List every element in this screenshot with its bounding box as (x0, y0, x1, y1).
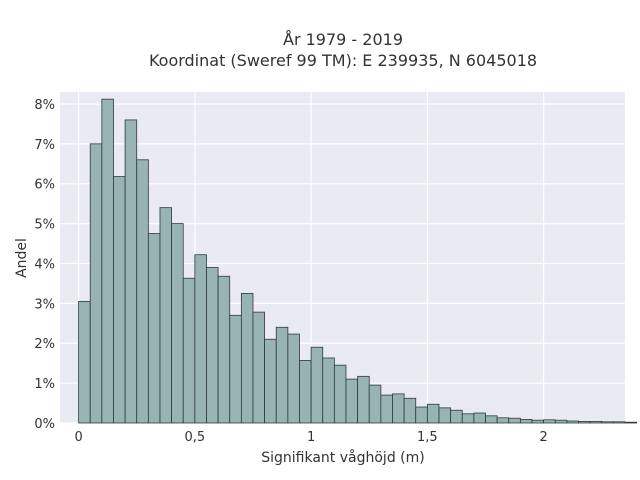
histogram-bar (252, 311, 266, 424)
histogram-bar (89, 143, 103, 424)
histogram-bar (461, 413, 475, 424)
histogram-bar (508, 417, 521, 424)
y-tick-label: 0% (34, 417, 55, 432)
histogram-bar (240, 292, 254, 424)
y-tick-label: 6% (34, 178, 55, 193)
histogram-bar (217, 275, 231, 424)
histogram-bar (78, 300, 91, 424)
x-tick-label: 0 (74, 430, 82, 445)
histogram-bar (368, 384, 382, 424)
histogram-bar (182, 277, 196, 424)
histogram-bar (357, 375, 370, 424)
x-tick-labels: 0 0,5 1 1,5 2 (74, 430, 547, 445)
histogram-bar (624, 421, 638, 424)
histogram-bar (159, 207, 173, 424)
chart-title-line1: År 1979 - 2019 (283, 30, 403, 49)
histogram-bar (485, 415, 498, 424)
histogram-bar (473, 412, 486, 424)
histogram-bar (415, 406, 428, 424)
histogram-bar (171, 223, 184, 424)
histogram-bar (194, 254, 207, 424)
histogram-bar (345, 378, 359, 424)
y-tick-label: 8% (34, 98, 55, 113)
histogram-bar (496, 417, 510, 424)
histogram-bar (299, 359, 312, 424)
histogram-bar (554, 419, 568, 424)
histogram-bar (275, 326, 289, 424)
histogram-bar (601, 421, 614, 424)
y-tick-label: 2% (34, 337, 55, 352)
y-tick-labels: 0% 1% 2% 3% 4% 5% 6% 7% 8% (34, 98, 55, 432)
histogram-bar (519, 419, 533, 424)
histogram-bar (450, 409, 463, 424)
histogram-bar (531, 419, 545, 424)
histogram-bar (612, 421, 626, 424)
y-tick-label: 1% (34, 377, 55, 392)
histogram-bar (229, 314, 242, 424)
y-tick-label: 3% (34, 297, 55, 312)
y-axis-label: Andel (14, 238, 30, 278)
histogram-bar (113, 176, 126, 424)
x-tick-label: 2 (539, 430, 547, 445)
histogram-bars (78, 98, 638, 424)
histogram-bar (426, 403, 440, 424)
histogram-bar (322, 357, 335, 424)
histogram-bar (101, 98, 114, 424)
histogram-bar (206, 267, 219, 424)
histogram-bar (566, 420, 579, 424)
histogram-bar (392, 393, 405, 424)
chart-title-line2: Koordinat (Sweref 99 TM): E 239935, N 60… (149, 51, 537, 70)
histogram-bar (136, 159, 149, 424)
histogram-bar (543, 419, 556, 424)
y-tick-label: 7% (34, 138, 55, 153)
y-tick-label: 4% (34, 257, 55, 272)
histogram-bar (147, 233, 161, 424)
histogram-bar (578, 421, 591, 424)
x-tick-label: 0,5 (185, 430, 206, 445)
histogram-bar (264, 338, 277, 424)
histogram-bar (124, 119, 138, 424)
histogram-bar (380, 394, 393, 424)
histogram-bar (333, 364, 347, 424)
y-tick-label: 5% (34, 218, 55, 233)
histogram-bar (287, 333, 300, 424)
histogram-bar (403, 397, 417, 424)
histogram-bar (438, 407, 452, 424)
x-tick-label: 1 (307, 430, 315, 445)
histogram-bar (589, 421, 603, 424)
x-axis-label: Signifikant våghöjd (m) (261, 449, 424, 466)
histogram-bar (310, 346, 324, 424)
x-tick-label: 1,5 (417, 430, 438, 445)
